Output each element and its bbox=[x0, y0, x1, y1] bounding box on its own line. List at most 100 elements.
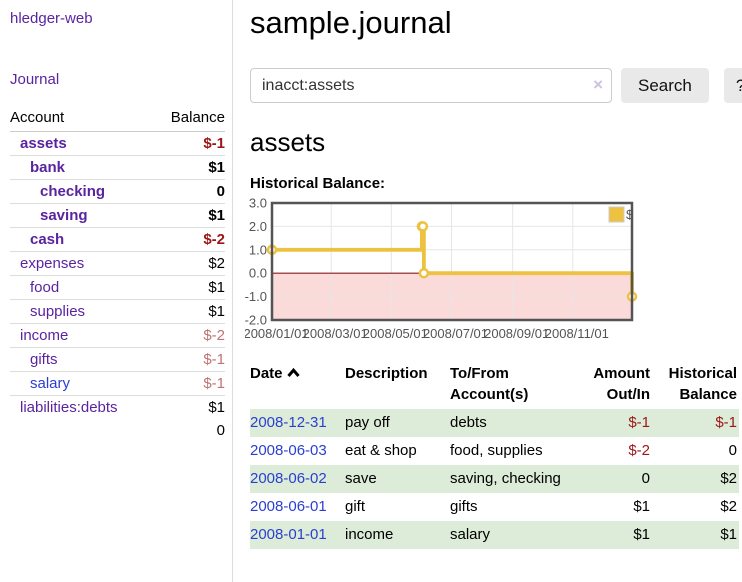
register-header-date[interactable]: Date bbox=[250, 360, 345, 409]
sidebar-account-link[interactable]: gifts bbox=[30, 351, 58, 368]
sidebar-account-link[interactable]: checking bbox=[40, 183, 106, 200]
svg-text:2008/01/01: 2008/01/01 bbox=[245, 326, 309, 341]
account-row: bank $1 bbox=[10, 155, 225, 180]
account-balance: 0 bbox=[152, 179, 225, 204]
sidebar-account-link[interactable]: assets bbox=[20, 135, 67, 152]
transaction-amount: $1 bbox=[633, 498, 650, 515]
svg-text:-1.0: -1.0 bbox=[245, 289, 267, 304]
transaction-amount: $-2 bbox=[628, 442, 650, 459]
account-balance: $1 bbox=[152, 203, 225, 228]
account-row: salary $-1 bbox=[10, 371, 225, 396]
balance-chart-svg: $3.0 2.0 1.0 0.0 -1.0 -2.02008/01/012008/03/0… bbox=[245, 198, 638, 341]
account-balance: $1 bbox=[152, 155, 225, 180]
transaction-amount: 0 bbox=[572, 465, 652, 493]
svg-text:1.0: 1.0 bbox=[249, 242, 267, 257]
accounts-header-balance: Balance bbox=[152, 105, 225, 132]
svg-text:2008/11/01: 2008/11/01 bbox=[545, 326, 609, 341]
transaction-date-link[interactable]: 2008-06-03 bbox=[250, 442, 327, 459]
transaction-description: pay off bbox=[345, 409, 450, 437]
account-row: income $-2 bbox=[10, 323, 225, 348]
transaction-balance: 0 bbox=[728, 442, 737, 459]
transaction-row: 2008-06-01 gift gifts $1 $2 bbox=[250, 493, 739, 521]
svg-text:2008/03/01: 2008/03/01 bbox=[303, 326, 368, 341]
transaction-date-cell: 2008-12-31 bbox=[250, 409, 345, 437]
transaction-date-cell: 2008-01-01 bbox=[250, 521, 345, 549]
account-balance: $-1 bbox=[152, 371, 225, 396]
accounts-total-balance: 0 bbox=[216, 422, 225, 439]
svg-text:2008/09/01: 2008/09/01 bbox=[484, 326, 549, 341]
transaction-date-link[interactable]: 2008-06-01 bbox=[250, 498, 327, 515]
account-row: expenses $2 bbox=[10, 251, 225, 276]
register-header-accounts: To/From Account(s) bbox=[450, 365, 529, 403]
account-balance: $-1 bbox=[152, 347, 225, 372]
accounts-total-row: 0 bbox=[10, 419, 225, 442]
transaction-accounts: saving, checking bbox=[450, 465, 572, 493]
transaction-row: 2008-01-01 income salary $1 $1 bbox=[250, 521, 739, 549]
transaction-date-cell: 2008-06-01 bbox=[250, 493, 345, 521]
chart-label: Historical Balance: bbox=[250, 175, 386, 192]
sidebar-account-link[interactable]: liabilities:debts bbox=[20, 399, 118, 416]
register-header-amount: Amount Out/In bbox=[593, 365, 650, 403]
transaction-description: gift bbox=[345, 498, 366, 515]
transaction-description: income bbox=[345, 521, 450, 549]
transaction-amount: $-1 bbox=[572, 409, 652, 437]
register-header-description: Description bbox=[345, 365, 428, 382]
svg-text:2008/07/01: 2008/07/01 bbox=[423, 326, 488, 341]
account-row: food $1 bbox=[10, 275, 225, 300]
search-button[interactable]: Search bbox=[621, 68, 709, 103]
sidebar-account-link[interactable]: supplies bbox=[30, 303, 86, 320]
svg-text:2008/05/01: 2008/05/01 bbox=[363, 326, 428, 341]
sidebar-account-link[interactable]: food bbox=[30, 279, 60, 296]
register-header-balance: Historical Balance bbox=[668, 365, 737, 403]
sidebar-account-link[interactable]: cash bbox=[30, 231, 65, 248]
svg-text:$: $ bbox=[626, 207, 634, 222]
help-button[interactable]: ? bbox=[723, 68, 742, 103]
transaction-amount: $1 bbox=[572, 521, 652, 549]
transaction-balance: $2 bbox=[652, 465, 739, 493]
app-title-link[interactable]: hledger-web bbox=[10, 10, 93, 27]
account-balance: $-2 bbox=[152, 227, 225, 252]
transaction-accounts: debts bbox=[450, 409, 572, 437]
sidebar-item-journal[interactable]: Journal bbox=[10, 71, 60, 88]
search-input[interactable] bbox=[250, 68, 612, 103]
account-row: supplies $1 bbox=[10, 299, 225, 324]
search-form: × Search ? bbox=[250, 68, 742, 103]
transaction-balance: $1 bbox=[652, 521, 739, 549]
svg-text:-2.0: -2.0 bbox=[245, 313, 267, 328]
accounts-table: Account Balance assets $-1 bank $1 checking 0… bbox=[10, 105, 225, 442]
sidebar-account-link[interactable]: saving bbox=[40, 207, 88, 224]
transaction-accounts: food, supplies bbox=[450, 442, 543, 459]
sidebar-account-link[interactable]: salary bbox=[30, 375, 71, 392]
account-balance: $2 bbox=[152, 251, 225, 276]
balance-chart: $3.0 2.0 1.0 0.0 -1.0 -2.0 2008/01/01 2008/03/0… bbox=[245, 198, 742, 346]
svg-text:3.0: 3.0 bbox=[249, 198, 267, 211]
transaction-date-cell: 2008-06-02 bbox=[250, 465, 345, 493]
account-balance: $1 bbox=[152, 275, 225, 300]
transaction-description: save bbox=[345, 465, 450, 493]
accounts-table-body: assets $-1 bank $1 checking 0 saving $1 cash $-2 e… bbox=[10, 132, 225, 419]
register-table: Date Description To/From Account(s) Amou… bbox=[250, 360, 739, 549]
sidebar-account-link[interactable]: bank bbox=[30, 159, 66, 176]
sidebar-account-link[interactable]: expenses bbox=[20, 255, 85, 272]
register-table-body: 2008-12-31 pay off debts $-1 $-1 2008-06-03 ea… bbox=[250, 409, 739, 549]
account-row: checking 0 bbox=[10, 179, 225, 204]
account-row: assets $-1 bbox=[10, 132, 225, 156]
account-balance: $1 bbox=[152, 299, 225, 324]
transaction-date-link[interactable]: 2008-06-02 bbox=[250, 470, 327, 487]
transaction-description: eat & shop bbox=[345, 442, 417, 459]
svg-text:0.0: 0.0 bbox=[249, 266, 267, 281]
transaction-balance: $-1 bbox=[652, 409, 739, 437]
sort-ascending-icon bbox=[286, 368, 300, 378]
transaction-date-link[interactable]: 2008-12-31 bbox=[250, 414, 327, 431]
account-row: saving $1 bbox=[10, 203, 225, 228]
transaction-accounts: gifts bbox=[450, 498, 478, 515]
transaction-date-link[interactable]: 2008-01-01 bbox=[250, 526, 327, 543]
main-content: sample.journal × Search ? assets Histori… bbox=[233, 0, 742, 582]
account-row: liabilities:debts $1 bbox=[10, 395, 225, 419]
account-balance: $1 bbox=[152, 395, 225, 419]
accounts-header-account: Account bbox=[10, 105, 153, 132]
clear-search-icon[interactable]: × bbox=[593, 75, 603, 94]
transaction-row: 2008-12-31 pay off debts $-1 $-1 bbox=[250, 409, 739, 437]
search-input-wrap: × bbox=[250, 68, 612, 103]
sidebar-account-link[interactable]: income bbox=[20, 327, 69, 344]
